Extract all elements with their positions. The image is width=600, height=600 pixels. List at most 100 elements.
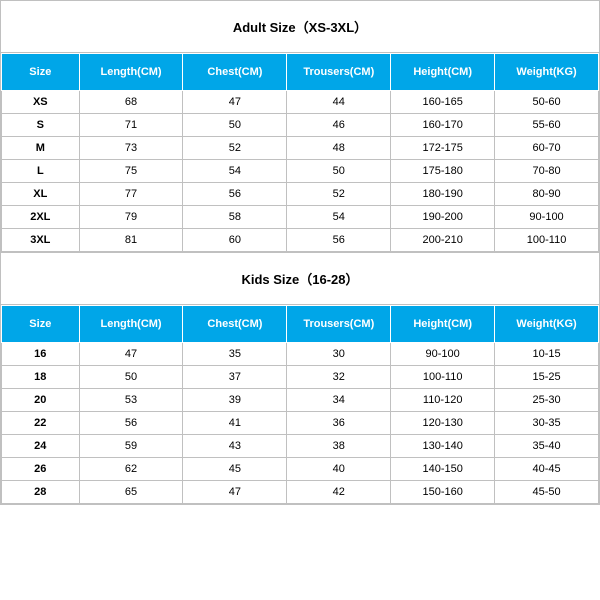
cell: 56 (287, 229, 391, 252)
table-row: 20533934110-12025-30 (2, 389, 599, 412)
cell: 75 (79, 160, 183, 183)
cell: 190-200 (391, 206, 495, 229)
cell: 45-50 (495, 481, 599, 504)
cell-size: 24 (2, 435, 80, 458)
cell: 62 (79, 458, 183, 481)
table-row: S715046160-17055-60 (2, 114, 599, 137)
kids-section-title: Kids Size（16-28） (1, 252, 599, 305)
cell: 46 (287, 114, 391, 137)
cell: 40-45 (495, 458, 599, 481)
col-weight: Weight(KG) (495, 306, 599, 343)
cell: 60 (183, 229, 287, 252)
cell: 79 (79, 206, 183, 229)
cell-size: 28 (2, 481, 80, 504)
col-chest: Chest(CM) (183, 306, 287, 343)
cell: 175-180 (391, 160, 495, 183)
cell: 54 (287, 206, 391, 229)
cell: 56 (79, 412, 183, 435)
cell: 35 (183, 343, 287, 366)
col-length: Length(CM) (79, 306, 183, 343)
col-length: Length(CM) (79, 54, 183, 91)
cell: 43 (183, 435, 287, 458)
cell: 60-70 (495, 137, 599, 160)
cell-size: S (2, 114, 80, 137)
table-row: M735248172-17560-70 (2, 137, 599, 160)
cell: 100-110 (495, 229, 599, 252)
cell: 200-210 (391, 229, 495, 252)
cell: 30 (287, 343, 391, 366)
cell: 100-110 (391, 366, 495, 389)
col-height: Height(CM) (391, 54, 495, 91)
cell: 50 (287, 160, 391, 183)
cell-size: 2XL (2, 206, 80, 229)
cell-size: L (2, 160, 80, 183)
adult-section-title: Adult Size（XS-3XL） (1, 1, 599, 53)
cell: 36 (287, 412, 391, 435)
cell: 110-120 (391, 389, 495, 412)
cell: 41 (183, 412, 287, 435)
cell: 10-15 (495, 343, 599, 366)
cell: 90-100 (391, 343, 495, 366)
cell-size: 3XL (2, 229, 80, 252)
cell: 58 (183, 206, 287, 229)
cell: 180-190 (391, 183, 495, 206)
cell: 160-170 (391, 114, 495, 137)
cell: 90-100 (495, 206, 599, 229)
cell: 47 (183, 481, 287, 504)
cell-size: XL (2, 183, 80, 206)
table-row: 22564136120-13030-35 (2, 412, 599, 435)
cell: 130-140 (391, 435, 495, 458)
cell: 50 (79, 366, 183, 389)
table-row: 18503732100-11015-25 (2, 366, 599, 389)
cell: 52 (183, 137, 287, 160)
table-row: 28654742150-16045-50 (2, 481, 599, 504)
cell: 45 (183, 458, 287, 481)
cell-size: M (2, 137, 80, 160)
table-row: XS684744160-16550-60 (2, 91, 599, 114)
table-row: L755450175-18070-80 (2, 160, 599, 183)
cell: 42 (287, 481, 391, 504)
cell-size: 16 (2, 343, 80, 366)
table-row: 1647353090-10010-15 (2, 343, 599, 366)
cell: 68 (79, 91, 183, 114)
cell: 81 (79, 229, 183, 252)
cell: 37 (183, 366, 287, 389)
cell: 120-130 (391, 412, 495, 435)
size-chart-container: Adult Size（XS-3XL） Size Length(CM) Chest… (0, 0, 600, 505)
cell: 50-60 (495, 91, 599, 114)
cell: 40 (287, 458, 391, 481)
cell: 15-25 (495, 366, 599, 389)
cell: 55-60 (495, 114, 599, 137)
cell-size: 26 (2, 458, 80, 481)
cell: 25-30 (495, 389, 599, 412)
cell: 52 (287, 183, 391, 206)
cell: 32 (287, 366, 391, 389)
cell: 44 (287, 91, 391, 114)
cell: 38 (287, 435, 391, 458)
cell: 39 (183, 389, 287, 412)
cell: 47 (79, 343, 183, 366)
cell: 56 (183, 183, 287, 206)
cell: 30-35 (495, 412, 599, 435)
cell: 47 (183, 91, 287, 114)
cell: 172-175 (391, 137, 495, 160)
adult-header-row: Size Length(CM) Chest(CM) Trousers(CM) H… (2, 54, 599, 91)
cell: 71 (79, 114, 183, 137)
cell: 34 (287, 389, 391, 412)
table-row: XL775652180-19080-90 (2, 183, 599, 206)
cell: 53 (79, 389, 183, 412)
cell: 50 (183, 114, 287, 137)
cell-size: 20 (2, 389, 80, 412)
table-row: 26624540140-15040-45 (2, 458, 599, 481)
cell: 150-160 (391, 481, 495, 504)
table-row: 24594338130-14035-40 (2, 435, 599, 458)
cell: 65 (79, 481, 183, 504)
cell: 59 (79, 435, 183, 458)
kids-header-row: Size Length(CM) Chest(CM) Trousers(CM) H… (2, 306, 599, 343)
cell: 35-40 (495, 435, 599, 458)
cell: 160-165 (391, 91, 495, 114)
table-row: 3XL816056200-210100-110 (2, 229, 599, 252)
col-weight: Weight(KG) (495, 54, 599, 91)
col-trousers: Trousers(CM) (287, 54, 391, 91)
cell-size: 18 (2, 366, 80, 389)
